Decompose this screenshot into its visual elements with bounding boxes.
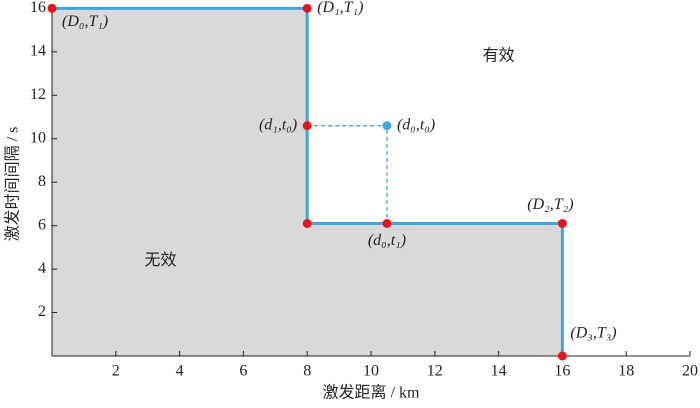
y-tick-label: 16: [30, 0, 46, 16]
point-label: (D₁,T₁): [317, 0, 363, 16]
x-tick-label: 14: [491, 363, 507, 380]
point: [557, 218, 567, 228]
x-tick-label: 16: [554, 363, 570, 380]
y-tick-label: 10: [30, 129, 46, 146]
point-label: (d₀,t₁): [368, 232, 406, 249]
point: [382, 218, 392, 228]
x-tick-label: 4: [176, 363, 184, 380]
point: [302, 218, 312, 228]
point-label: (D₂,T₂): [527, 196, 573, 213]
y-tick-label: 8: [38, 173, 46, 190]
region-label: 无效: [144, 250, 176, 269]
point: [382, 121, 392, 131]
point-label: (d₀,t₀): [397, 116, 435, 133]
x-tick-label: 6: [239, 363, 247, 380]
point-label: (D₃,T₃): [570, 325, 616, 342]
x-tick-label: 20: [682, 363, 698, 380]
x-tick-label: 8: [303, 363, 311, 380]
boundary-line: [307, 125, 388, 224]
point: [557, 351, 567, 361]
x-axis-label: 激发距离 / km: [323, 384, 420, 402]
y-tick-label: 4: [38, 260, 46, 277]
y-tick-label: 12: [30, 86, 46, 103]
y-tick-label: 14: [30, 42, 46, 59]
point: [47, 3, 57, 13]
region-label: 有效: [483, 46, 515, 65]
x-tick-label: 2: [112, 363, 120, 380]
y-axis-label: 激发时间间隔 / s: [4, 127, 22, 242]
y-tick-label: 2: [38, 303, 46, 320]
x-tick-label: 18: [618, 363, 634, 380]
point-label: (D₀,T₁): [62, 13, 108, 30]
point-label: (d₁,t₀): [259, 116, 297, 133]
x-tick-label: 12: [427, 363, 443, 380]
x-tick-label: 10: [363, 363, 379, 380]
point: [302, 3, 312, 13]
y-tick-label: 6: [38, 216, 46, 233]
point: [302, 121, 312, 131]
